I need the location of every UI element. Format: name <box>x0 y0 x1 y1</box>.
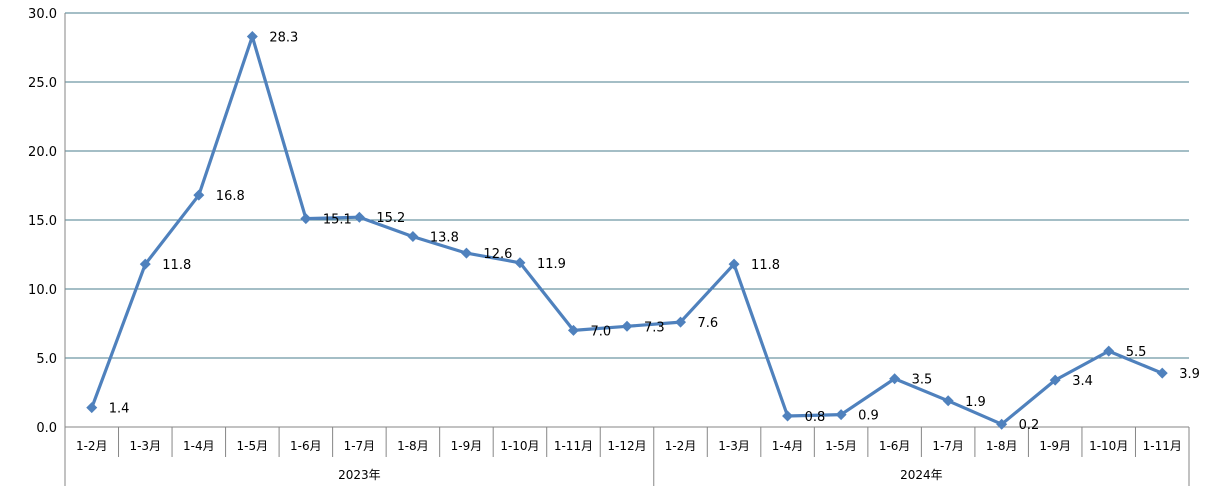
series-line-path <box>90 34 1163 426</box>
x-tick-label: 1-5月 <box>825 439 857 453</box>
data-point-marker <box>460 247 472 259</box>
data-label: 3.5 <box>912 373 933 388</box>
data-point-marker <box>782 410 794 422</box>
data-point-marker <box>1049 374 1061 386</box>
y-tick-label: 20.0 <box>28 145 57 160</box>
data-point-marker <box>996 418 1008 430</box>
group-label: 2023年 <box>338 468 381 482</box>
data-point-marker <box>514 257 526 269</box>
data-label: 13.8 <box>430 231 459 246</box>
data-label: 7.0 <box>590 324 611 339</box>
data-point-marker <box>728 258 740 270</box>
x-tick-label: 1-9月 <box>451 439 483 453</box>
group-label: 2024年 <box>900 468 943 482</box>
data-label: 1.4 <box>109 402 130 417</box>
data-point-marker <box>621 320 633 332</box>
data-label: 3.4 <box>1072 374 1093 389</box>
data-label: 1.9 <box>965 395 986 410</box>
data-label: 11.9 <box>537 257 566 272</box>
x-tick-label: 1-7月 <box>932 439 964 453</box>
y-tick-label: 0.0 <box>36 421 57 436</box>
data-point-marker <box>300 213 312 225</box>
data-label: 15.2 <box>376 211 405 226</box>
data-label: 3.9 <box>1179 367 1200 382</box>
x-tick-label: 1-12月 <box>607 439 646 453</box>
series-line <box>90 34 1163 426</box>
data-point-marker <box>567 324 579 336</box>
data-markers <box>86 30 1168 430</box>
y-tick-label: 25.0 <box>28 76 57 91</box>
x-tick-label: 1-6月 <box>290 439 322 453</box>
x-tick-label: 1-2月 <box>665 439 697 453</box>
data-point-marker <box>675 316 687 328</box>
data-label: 28.3 <box>269 30 298 45</box>
data-label: 12.6 <box>483 247 512 262</box>
x-tick-label: 1-6月 <box>879 439 911 453</box>
y-tick-label: 15.0 <box>28 214 57 229</box>
data-point-marker <box>1103 345 1115 357</box>
data-label: 11.8 <box>751 258 780 273</box>
x-tick-label: 1-2月 <box>76 439 108 453</box>
data-label: 0.8 <box>805 410 826 425</box>
y-tick-label: 5.0 <box>36 352 57 367</box>
axes <box>64 13 1190 486</box>
x-tick-label: 1-9月 <box>1039 439 1071 453</box>
data-point-marker <box>835 409 847 421</box>
x-tick-label: 1-3月 <box>718 439 750 453</box>
data-label: 15.1 <box>323 213 352 228</box>
data-label: 11.8 <box>162 258 191 273</box>
data-point-marker <box>889 373 901 385</box>
data-label: 16.8 <box>216 189 245 204</box>
y-tick-label: 30.0 <box>28 7 57 22</box>
x-tick-label: 1-7月 <box>344 439 376 453</box>
y-axis-tick-labels: 0.0 5.0 10.0 15.0 20.0 25.0 30.0 <box>28 7 57 436</box>
data-label: 7.6 <box>698 316 719 331</box>
data-labels: 1.4 11.8 16.8 28.3 15.1 15.2 13.8 12.6 11.9 7.0 7.… <box>109 30 1200 433</box>
data-point-marker <box>139 258 151 270</box>
data-point-marker <box>407 231 419 243</box>
x-tick-label: 1-4月 <box>183 439 215 453</box>
x-tick-label: 1-11月 <box>1143 439 1182 453</box>
data-point-marker <box>942 395 954 407</box>
x-tick-label: 1-8月 <box>397 439 429 453</box>
data-point-marker <box>1156 367 1168 379</box>
data-label: 5.5 <box>1126 345 1147 360</box>
data-label: 7.3 <box>644 320 665 335</box>
x-axis-tick-labels: 1-2月 1-3月 1-4月 1-5月 1-6月 1-7月 1-8月 1-9月 1-10月 1-1… <box>76 439 1182 453</box>
x-axis-group-labels: 2023年 2024年 <box>338 468 943 482</box>
x-tick-label: 1-4月 <box>772 439 804 453</box>
x-tick-label: 1-10月 <box>1089 439 1128 453</box>
data-point-marker <box>193 189 205 201</box>
data-point-marker <box>353 211 365 223</box>
x-tick-label: 1-3月 <box>129 439 161 453</box>
y-tick-label: 10.0 <box>28 283 57 298</box>
x-tick-label: 1-11月 <box>554 439 593 453</box>
data-point-marker <box>86 402 98 414</box>
x-tick-label: 1-8月 <box>986 439 1018 453</box>
data-label: 0.9 <box>858 409 879 424</box>
data-label: 0.2 <box>1019 418 1040 433</box>
x-tick-label: 1-10月 <box>500 439 539 453</box>
gridlines <box>65 12 1189 359</box>
data-point-marker <box>246 30 258 42</box>
x-tick-label: 1-5月 <box>237 439 269 453</box>
